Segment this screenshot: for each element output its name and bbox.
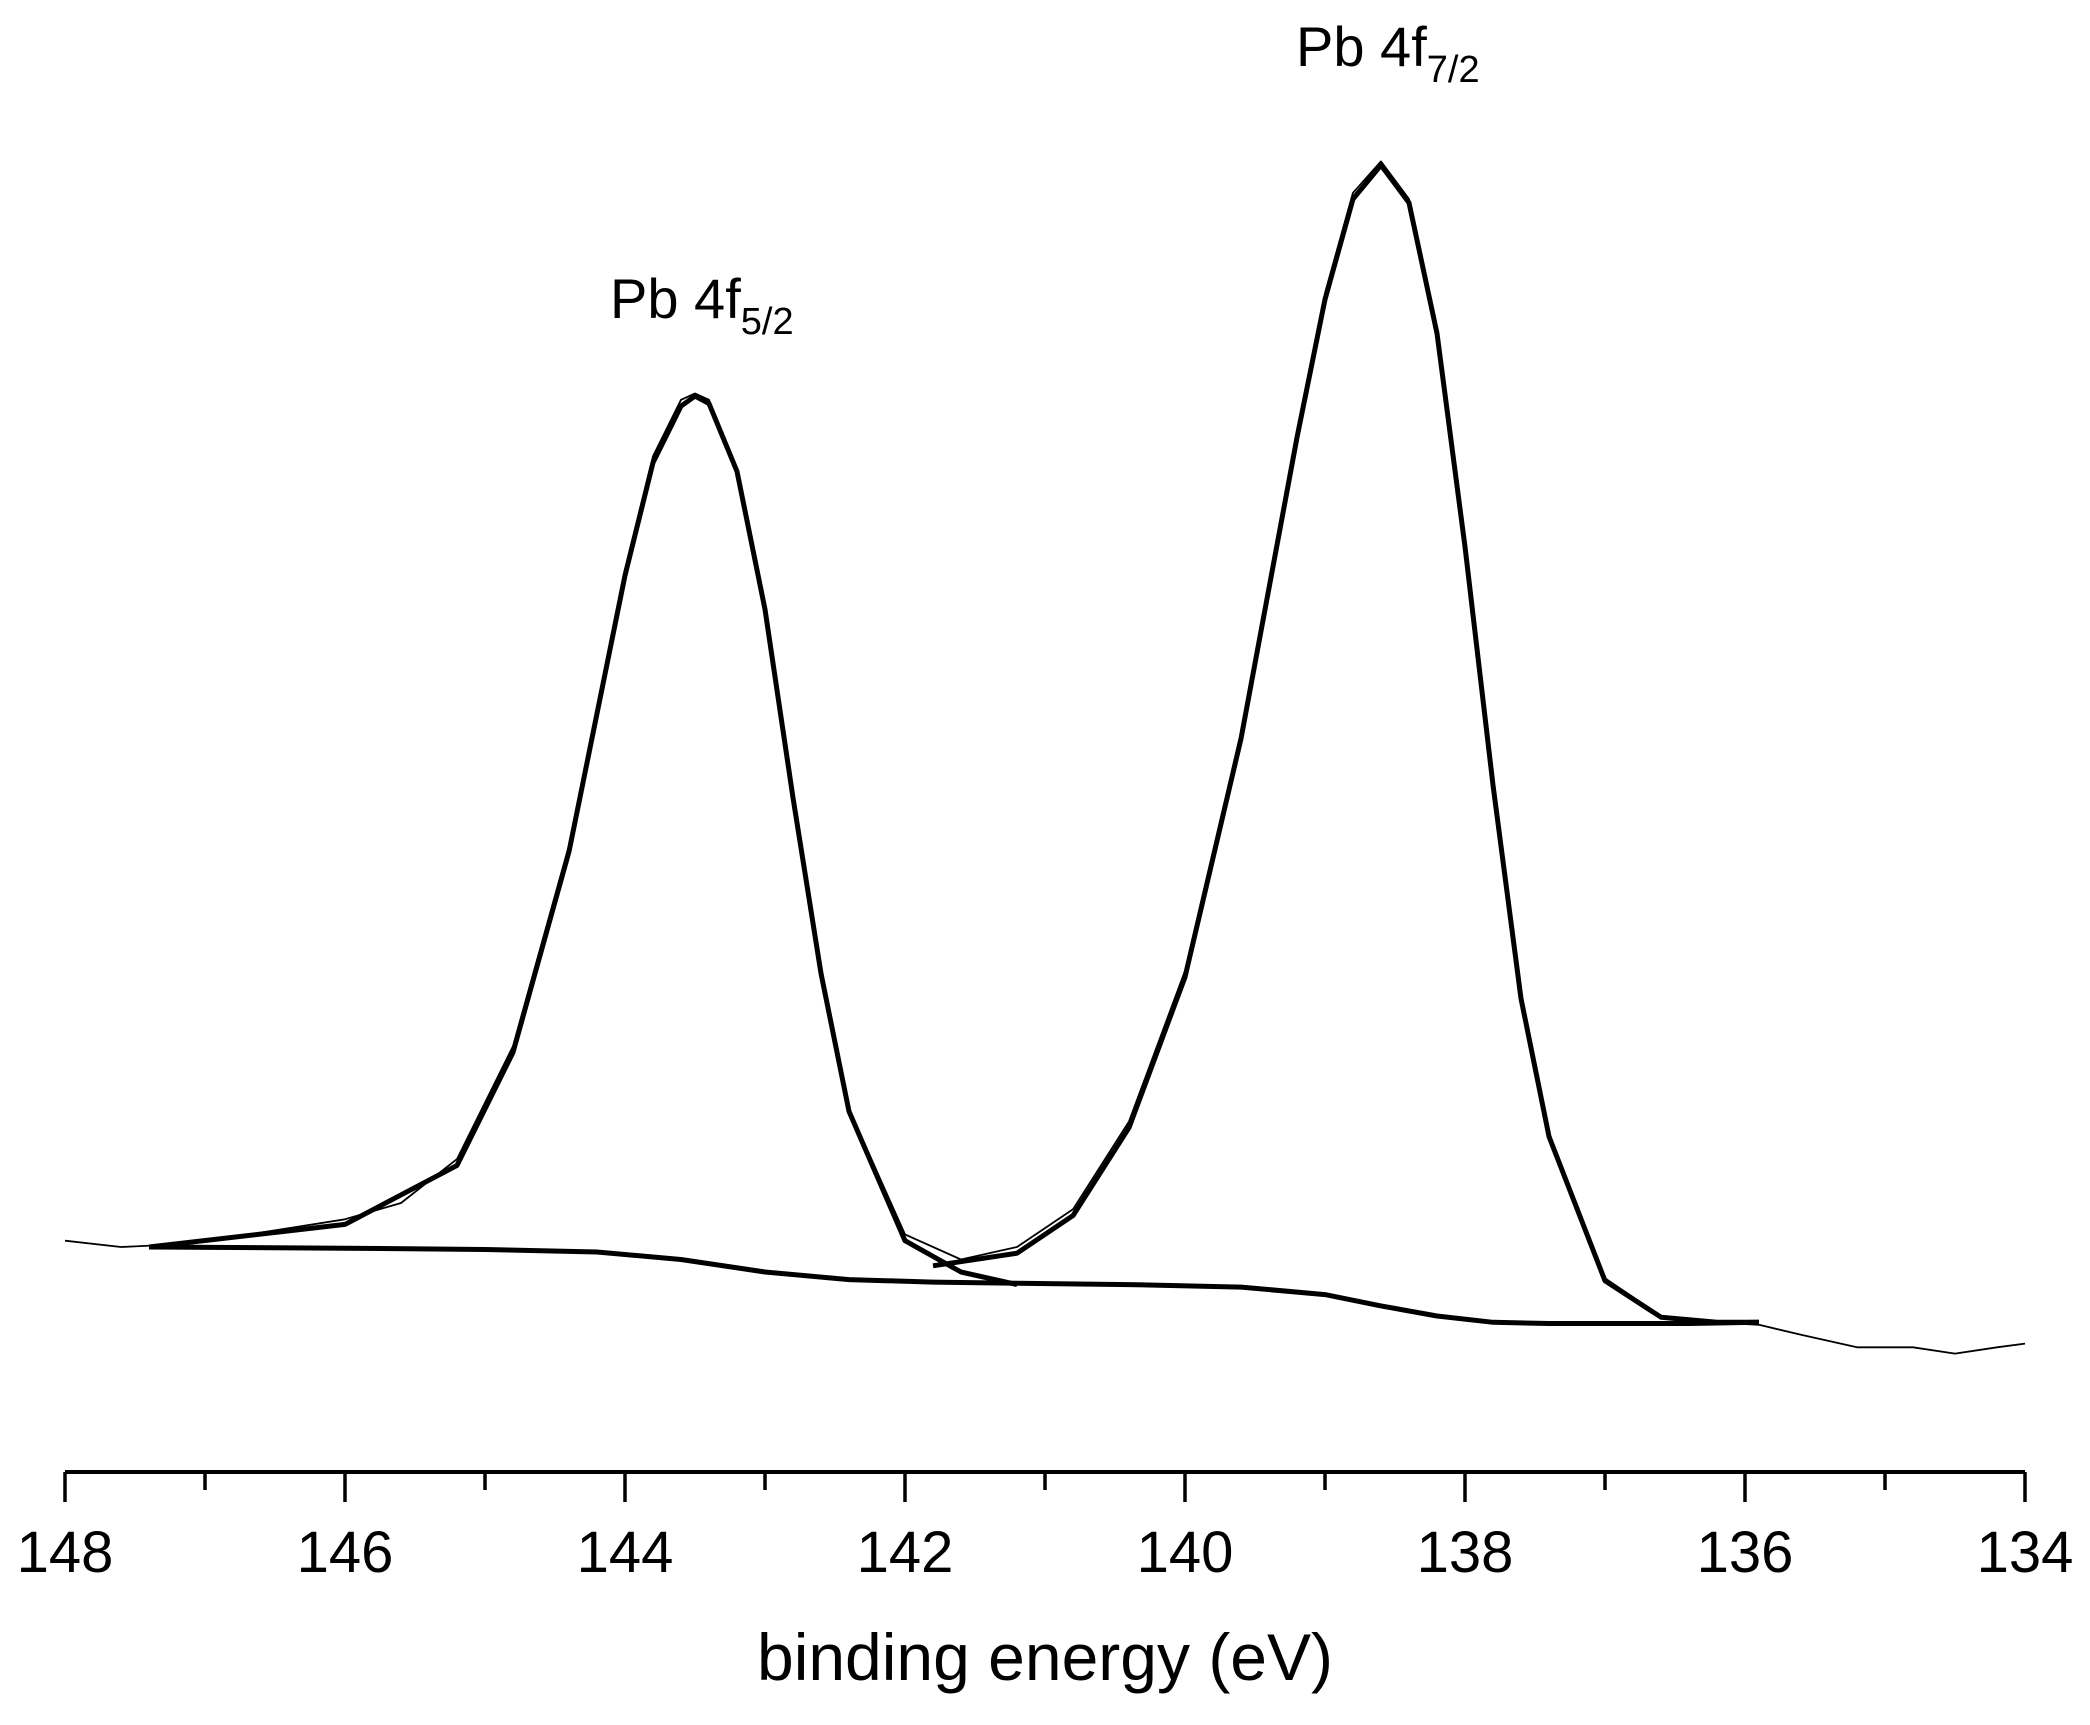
peak-label: Pb 4f5/2 [610,267,794,343]
peak-label-main: Pb 4f [610,267,741,330]
x-tick-label: 148 [17,1520,114,1585]
x-tick-label: 146 [297,1520,394,1585]
x-tick-label: 142 [857,1520,954,1585]
plot-series-group [64,160,2026,1355]
x-axis-title: binding energy (eV) [757,1620,1333,1694]
measured-spectrum-line [64,160,2026,1355]
background-line [148,1244,1760,1326]
peak-label-main: Pb 4f [1296,15,1427,78]
x-tick-label: 144 [577,1520,674,1585]
x-axis-ticks: 148 146 144 142 140 138 136 134 [17,1472,2074,1585]
x-tick-label: 140 [1137,1520,1234,1585]
peak-annotations: Pb 4f5/2Pb 4f7/2 [610,15,1480,343]
peak-label: Pb 4f7/2 [1296,15,1480,91]
x-tick-label: 138 [1417,1520,1514,1585]
peak-label-subscript: 5/2 [741,301,794,343]
pb-4f72-fit-line [932,162,1759,1325]
x-tick-label: 134 [1977,1520,2074,1585]
peak-label-subscript: 7/2 [1427,49,1480,91]
x-tick-label: 136 [1697,1520,1794,1585]
pb-4f52-fit-line [148,393,1018,1288]
